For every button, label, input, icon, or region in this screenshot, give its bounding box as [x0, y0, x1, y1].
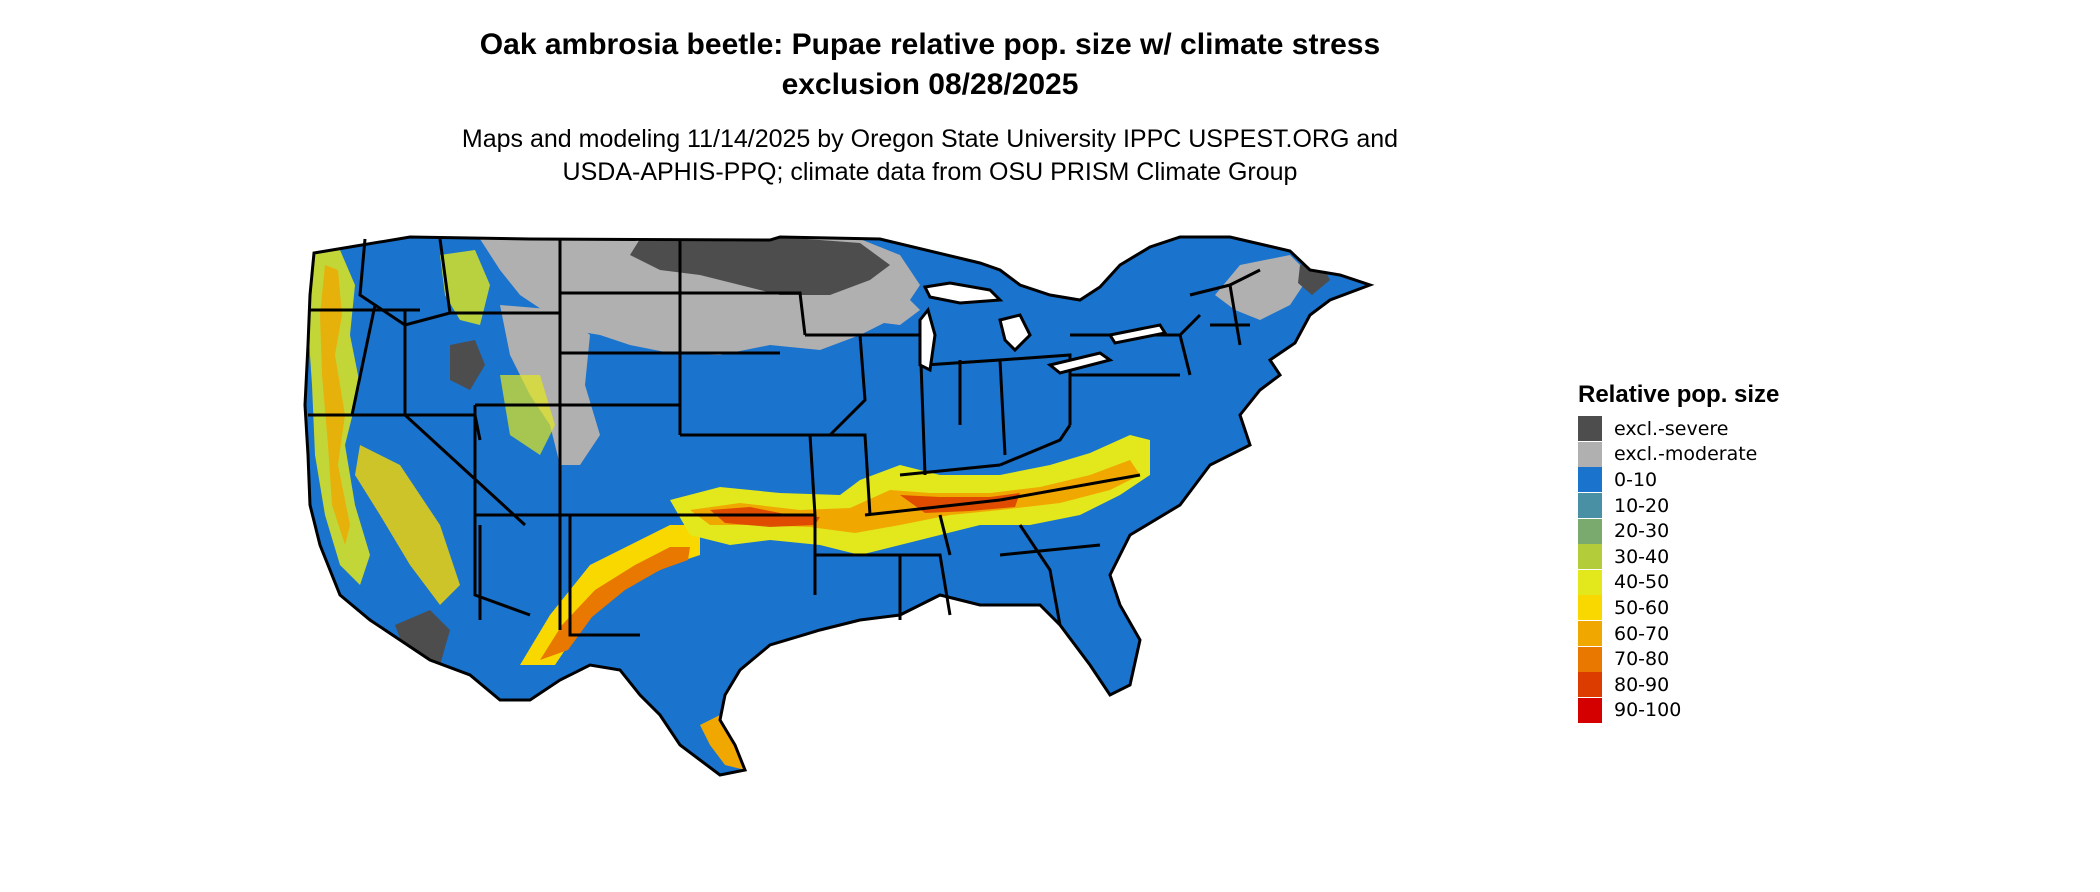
zone-mid-california: [355, 445, 460, 605]
zone-mid-gulfcoast-texas: [700, 715, 745, 770]
state-boundaries: [303, 235, 1375, 777]
legend-label: 0-10: [1614, 468, 1658, 491]
legend-item: 80-90: [1578, 672, 1779, 698]
legend-label: 30-40: [1614, 545, 1670, 568]
legend-label: excl.-severe: [1614, 417, 1729, 440]
zone-mid-gulfcoast-la: [800, 645, 910, 673]
legend-swatch: [1578, 697, 1602, 723]
legend-swatch: [1578, 621, 1602, 647]
legend-item: excl.-severe: [1578, 416, 1779, 442]
legend-swatch: [1578, 416, 1602, 442]
legend-item: 30-40: [1578, 544, 1779, 570]
us-map: [303, 235, 1375, 777]
legend-title: Relative pop. size: [1578, 381, 1780, 408]
map-subtitle-line2: USDA-APHIS-PPQ; climate data from OSU PR…: [562, 158, 1298, 186]
legend-label: 90-100: [1614, 699, 1682, 722]
legend-swatch: [1578, 544, 1602, 570]
legend-item: 20-30: [1578, 518, 1779, 544]
legend-label: 20-30: [1614, 520, 1670, 543]
legend-label: 50-60: [1614, 596, 1670, 619]
legend-swatch: [1578, 493, 1602, 519]
legend-item: 90-100: [1578, 697, 1779, 724]
zone-excl-severe-north: [630, 237, 890, 295]
map-subtitle-line1: Maps and modeling 11/14/2025 by Oregon S…: [461, 125, 1399, 153]
legend-item: 70-80: [1578, 646, 1779, 672]
zone-mid-idaho: [440, 250, 490, 325]
map-title-line1: Oak ambrosia beetle: Pupae relative pop.…: [479, 28, 1381, 61]
zone-excl-moderate-rockies: [500, 305, 600, 465]
legend-item: 0-10: [1578, 467, 1779, 493]
zone-excl-moderate-greatlakes: [820, 280, 920, 325]
legend-item: 50-60: [1578, 595, 1779, 621]
zone-veryhigh-oklahoma: [710, 507, 820, 527]
legend-label: 70-80: [1614, 648, 1670, 671]
zone-excl-moderate-newengland: [1215, 255, 1310, 320]
legend-item: 10-20: [1578, 493, 1779, 519]
legend-item: excl.-moderate: [1578, 441, 1779, 468]
legend-label: excl.-moderate: [1614, 443, 1758, 466]
legend-swatch: [1578, 441, 1602, 467]
legend-label: 60-70: [1614, 622, 1670, 645]
legend-swatch: [1578, 646, 1602, 672]
legend-swatch: [1578, 595, 1602, 621]
zone-high-texas-band: [540, 547, 690, 660]
legend-item: 60-70: [1578, 621, 1779, 647]
legend-items: excl.-severe excl.-moderate 0-10 10-20 20-30…: [1578, 416, 1779, 723]
legend-swatch: [1578, 518, 1602, 544]
great-lakes: [918, 281, 1168, 375]
legend-swatch: [1578, 672, 1602, 698]
zone-excl-severe-wyoming: [450, 340, 485, 390]
legend-swatch: [1578, 569, 1602, 595]
map-title-line2: exclusion 08/28/2025: [781, 68, 1079, 101]
legend-swatch: [1578, 467, 1602, 493]
legend-label: 10-20: [1614, 494, 1670, 517]
map-legend: Relative pop. size excl.-severe excl.-mod…: [1578, 380, 1779, 723]
legend-label: 80-90: [1614, 673, 1670, 696]
zone-mid-colorado: [500, 375, 555, 455]
legend-label: 40-50: [1614, 571, 1670, 594]
legend-item: 40-50: [1578, 569, 1779, 596]
zone-high-westcoast: [320, 265, 350, 545]
